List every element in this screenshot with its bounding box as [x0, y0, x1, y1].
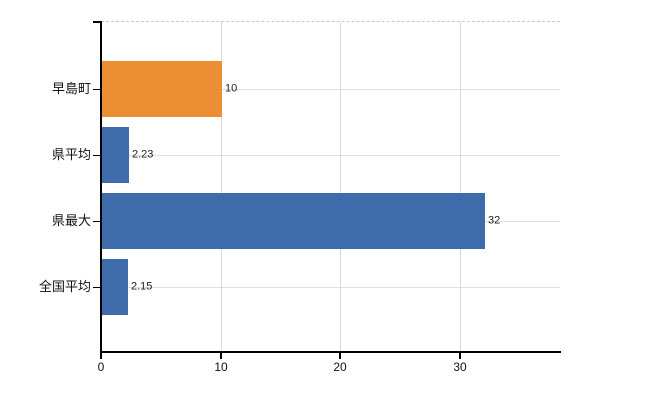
bar: [102, 127, 129, 183]
bar-value-label: 32: [488, 214, 501, 227]
x-axis-tick: [459, 353, 461, 359]
gridline-vertical: [340, 22, 341, 352]
category-label: 早島町: [51, 81, 91, 96]
y-axis-tick: [93, 89, 101, 90]
x-axis-tick: [339, 353, 341, 359]
gridline-vertical: [460, 22, 461, 352]
y-axis: [100, 21, 102, 353]
gridline-horizontal: [101, 89, 560, 90]
category-label: 県平均: [51, 147, 91, 162]
bar: [102, 61, 222, 117]
bar-value-label: 2.23: [132, 148, 154, 161]
y-axis-tick: [93, 155, 101, 156]
bar-value-label: 2.15: [131, 280, 153, 293]
x-axis-tick: [100, 353, 102, 359]
gridline-vertical: [221, 22, 222, 352]
x-tick-label: 10: [214, 360, 228, 374]
y-axis-tick: [93, 221, 101, 222]
category-label: 県最大: [51, 213, 91, 228]
bar: [102, 193, 485, 249]
x-tick-label: 20: [333, 360, 347, 374]
plot-top-border: [101, 21, 560, 22]
y-axis-end-tick: [93, 21, 101, 23]
gridline-horizontal: [101, 287, 560, 288]
bar: [102, 259, 128, 315]
x-axis-tick: [220, 353, 222, 359]
y-axis-tick: [93, 287, 101, 288]
x-tick-label: 30: [453, 360, 467, 374]
bar-value-label: 10: [225, 82, 238, 95]
x-axis: [100, 351, 561, 353]
x-tick-label: 0: [97, 360, 105, 374]
gridline-horizontal: [101, 155, 560, 156]
category-label: 全国平均: [38, 279, 91, 294]
